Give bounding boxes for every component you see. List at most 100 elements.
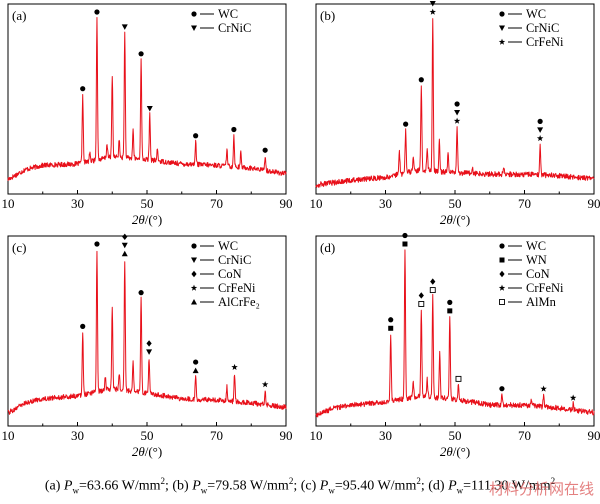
peak-marker [418,301,425,307]
peak-marker [429,287,436,294]
caption-unit-sup: 2 [550,476,556,486]
peak-marker [146,340,152,347]
peak-marker [418,77,424,83]
peak-marker [418,292,424,299]
xrd-series-line [315,249,595,418]
legend-marker [498,38,506,45]
peak-marker [80,323,86,329]
caption-unit-sup: 2 [416,476,421,486]
caption-b-prefix: ; (b) [165,478,193,494]
watermark: 材料分析网在线 [488,480,594,498]
x-axis-label: 2θ/(°) [132,212,162,227]
legend-label: AlCrFe₂ [218,295,260,309]
x-axis-label: 2θ/(°) [440,444,470,459]
x-tick-label: 30 [379,428,392,443]
peak-marker [138,51,144,57]
x-tick-label: 10 [310,196,323,211]
legend-label: WC [218,7,238,21]
legend-label: WC [526,239,546,253]
caption-a-prefix: (a) [44,478,64,494]
peak-marker [447,308,453,314]
caption-p-symbol: P [192,478,201,494]
peak-marker [261,381,269,388]
legend-label: CoN [218,267,242,281]
peak-marker [536,134,544,142]
peak-marker [455,375,462,382]
peak-marker [537,127,544,133]
legend-marker [191,299,197,305]
legend-label: CrNiC [218,21,251,35]
x-tick-label: 50 [141,196,154,211]
legend-marker [499,270,505,278]
panel-label: (a) [12,8,26,23]
legend-label: CrNiC [526,21,559,35]
peak-marker [569,394,577,401]
caption-c-prefix: ; (c) [293,478,320,494]
peak-marker [138,290,144,296]
x-tick-label: 70 [210,428,223,443]
legend-marker [191,270,197,278]
peak-marker [388,325,394,331]
peak-marker [454,109,461,116]
peak-marker [430,278,436,285]
peak-marker [231,363,238,370]
caption-d-value: =111.30 W/mm [463,478,551,494]
peak-marker [121,250,128,257]
panel-label: (b) [320,8,335,23]
legend-label: CoN [526,267,550,281]
x-tick-label: 50 [141,428,154,443]
peak-marker [122,233,128,240]
peak-marker [537,118,543,124]
legend-marker [190,284,198,291]
peak-marker [403,121,409,127]
peak-marker [454,101,460,107]
peak-marker [94,9,100,15]
legend-marker [191,243,197,249]
x-tick-label: 90 [280,428,293,443]
caption-p-sub: w [200,485,208,496]
peak-marker [402,241,408,247]
peak-marker [121,24,128,30]
caption-a-value: =63.66 W/mm [78,478,161,494]
x-tick-label: 10 [310,428,323,443]
x-tick-label: 50 [449,196,462,211]
legend-marker [191,25,197,31]
figure-caption: (a) Pw=63.66 W/mm2; (b) Pw=79.58 W/mm2; … [0,476,600,495]
caption-p-symbol: P [319,478,329,494]
peak-marker [499,386,505,392]
x-tick-label: 30 [379,196,392,211]
x-tick-label: 10 [2,196,15,211]
caption-p-sub: w [72,485,79,496]
caption-b-value: =79.58 W/mm [207,478,289,494]
legend-label: CrFeNi [526,281,564,295]
peak-marker [193,359,199,365]
x-tick-label: 70 [210,196,223,211]
x-tick-label: 70 [518,428,531,443]
caption-d-prefix: ; (d) [420,478,449,494]
caption-p-symbol: P [448,478,457,494]
x-tick-label: 30 [71,196,84,211]
peak-marker [402,232,408,239]
x-axis-label: 2θ/(°) [440,212,470,227]
legend-marker [191,257,197,263]
legend-marker [499,299,505,305]
peak-marker [262,147,268,153]
caption-c-value: =95.40 W/mm [334,478,417,494]
caption-unit-sup: 2 [288,476,294,486]
peak-marker [146,349,153,355]
peak-marker [429,1,436,7]
peak-marker [540,385,547,392]
legend-label: WC [526,7,546,21]
xrd-series-line [315,18,595,188]
panel-label: (c) [12,240,26,255]
legend-marker [498,284,506,291]
legend-marker [499,25,505,31]
peak-marker [388,317,394,323]
peak-marker [80,86,86,92]
legend-label: CrNiC [218,253,251,267]
peak-marker [193,133,199,139]
legend-label: AlMn [526,295,557,309]
panel-label: (d) [320,240,335,255]
